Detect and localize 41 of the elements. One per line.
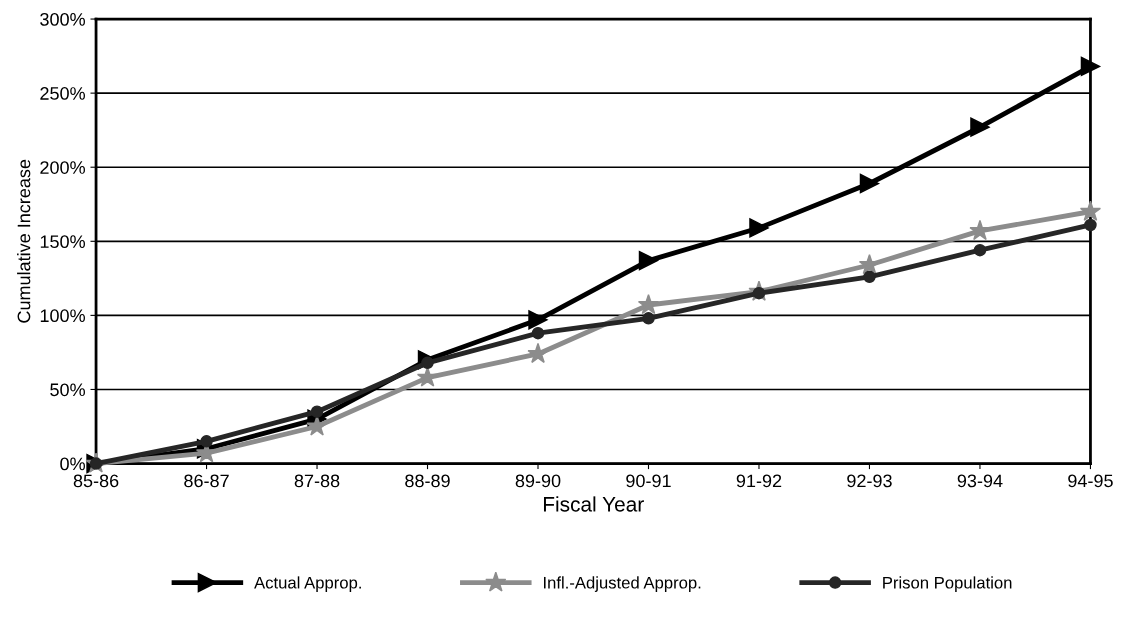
legend-label: Prison Population [883, 576, 1012, 592]
point [1079, 200, 1102, 221]
point [531, 326, 545, 340]
y-tick-label: 250% [40, 87, 85, 100]
y-tick-label: 100% [40, 309, 85, 323]
y-tick-label: 150% [40, 235, 85, 249]
legend-label: Infl.-Adjusted Approp. [544, 576, 701, 592]
point [1084, 218, 1097, 232]
point [859, 173, 880, 194]
y-axis-title: Cumulative Increase [17, 159, 31, 323]
x-tick-label: 93-94 [957, 474, 1003, 488]
x-tick-label: 92-93 [847, 474, 892, 488]
x-tick-label: 90-91 [626, 474, 671, 488]
point [1080, 56, 1101, 77]
point [970, 117, 990, 137]
point [969, 219, 991, 241]
x-tick-label: 89-90 [515, 474, 561, 488]
point [863, 270, 876, 284]
x-tick-label: 88-89 [405, 474, 450, 488]
point [637, 293, 660, 315]
point [527, 342, 549, 364]
x-tick-label: 91-92 [736, 474, 782, 488]
point [528, 310, 548, 330]
point [421, 356, 434, 370]
point [642, 312, 655, 325]
point [749, 218, 769, 238]
x-tick-label: 87-88 [294, 474, 340, 488]
y-tick-label: 300% [40, 12, 85, 26]
y-tick-label: 200% [40, 161, 85, 174]
x-tick-label: 85-86 [73, 474, 119, 488]
y-tick-label: 50% [50, 383, 85, 397]
y-tick-label: 0% [60, 457, 85, 471]
point [973, 243, 987, 257]
x-tick-label: 86-87 [184, 474, 229, 488]
x-tick-label: 94-95 [1068, 474, 1113, 488]
point [416, 366, 439, 387]
point [306, 415, 328, 436]
x-axis-title: Fiscal Year [544, 496, 644, 512]
point [200, 435, 213, 448]
legend-label: Actual Approp. [254, 576, 361, 592]
point [638, 250, 659, 271]
